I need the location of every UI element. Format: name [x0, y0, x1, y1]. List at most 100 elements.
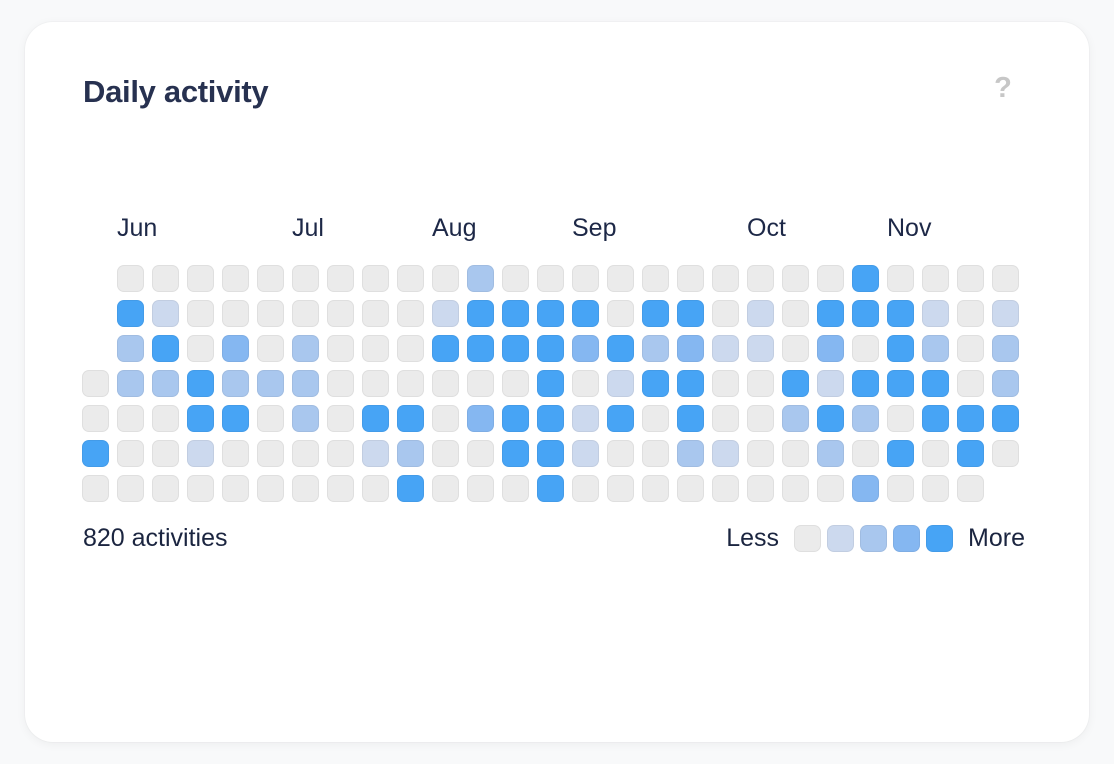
activity-cell[interactable]	[747, 405, 774, 432]
activity-cell[interactable]	[537, 475, 564, 502]
activity-cell[interactable]	[887, 300, 914, 327]
activity-cell[interactable]	[642, 440, 669, 467]
activity-cell[interactable]	[327, 335, 354, 362]
activity-cell[interactable]	[677, 265, 704, 292]
activity-cell[interactable]	[187, 440, 214, 467]
activity-cell[interactable]	[572, 405, 599, 432]
activity-cell[interactable]	[712, 370, 739, 397]
activity-cell[interactable]	[432, 405, 459, 432]
activity-cell[interactable]	[992, 300, 1019, 327]
activity-cell[interactable]	[362, 475, 389, 502]
activity-cell[interactable]	[152, 405, 179, 432]
activity-cell[interactable]	[432, 475, 459, 502]
activity-cell[interactable]	[747, 300, 774, 327]
activity-cell[interactable]	[432, 440, 459, 467]
activity-cell[interactable]	[432, 265, 459, 292]
activity-cell[interactable]	[327, 440, 354, 467]
activity-cell[interactable]	[187, 370, 214, 397]
activity-cell[interactable]	[852, 370, 879, 397]
activity-cell[interactable]	[117, 440, 144, 467]
activity-cell[interactable]	[502, 475, 529, 502]
activity-cell[interactable]	[222, 370, 249, 397]
activity-cell[interactable]	[467, 265, 494, 292]
activity-cell[interactable]	[607, 265, 634, 292]
activity-cell[interactable]	[152, 475, 179, 502]
activity-cell[interactable]	[117, 475, 144, 502]
activity-cell[interactable]	[257, 300, 284, 327]
activity-cell[interactable]	[222, 475, 249, 502]
activity-cell[interactable]	[82, 370, 109, 397]
activity-cell[interactable]	[362, 265, 389, 292]
activity-cell[interactable]	[817, 335, 844, 362]
activity-cell[interactable]	[887, 265, 914, 292]
activity-cell[interactable]	[152, 300, 179, 327]
activity-cell[interactable]	[852, 335, 879, 362]
activity-cell[interactable]	[922, 475, 949, 502]
activity-cell[interactable]	[712, 440, 739, 467]
activity-cell[interactable]	[852, 300, 879, 327]
activity-cell[interactable]	[677, 300, 704, 327]
activity-cell[interactable]	[922, 405, 949, 432]
activity-cell[interactable]	[467, 475, 494, 502]
activity-cell[interactable]	[292, 440, 319, 467]
activity-cell[interactable]	[327, 475, 354, 502]
activity-cell[interactable]	[257, 405, 284, 432]
activity-cell[interactable]	[747, 335, 774, 362]
activity-cell[interactable]	[887, 475, 914, 502]
activity-cell[interactable]	[502, 300, 529, 327]
activity-cell[interactable]	[502, 440, 529, 467]
activity-cell[interactable]	[187, 475, 214, 502]
activity-cell[interactable]	[922, 370, 949, 397]
activity-cell[interactable]	[117, 265, 144, 292]
activity-cell[interactable]	[537, 265, 564, 292]
activity-cell[interactable]	[572, 440, 599, 467]
activity-cell[interactable]	[992, 335, 1019, 362]
activity-cell[interactable]	[817, 370, 844, 397]
activity-cell[interactable]	[957, 265, 984, 292]
activity-cell[interactable]	[922, 300, 949, 327]
activity-cell[interactable]	[817, 440, 844, 467]
activity-cell[interactable]	[292, 300, 319, 327]
activity-cell[interactable]	[642, 370, 669, 397]
activity-cell[interactable]	[537, 300, 564, 327]
activity-cell[interactable]	[922, 440, 949, 467]
activity-cell[interactable]	[362, 405, 389, 432]
activity-cell[interactable]	[992, 370, 1019, 397]
activity-cell[interactable]	[957, 335, 984, 362]
activity-cell[interactable]	[152, 440, 179, 467]
activity-cell[interactable]	[642, 405, 669, 432]
activity-cell[interactable]	[292, 335, 319, 362]
activity-cell[interactable]	[677, 335, 704, 362]
activity-cell[interactable]	[782, 370, 809, 397]
activity-cell[interactable]	[257, 370, 284, 397]
activity-cell[interactable]	[397, 265, 424, 292]
activity-cell[interactable]	[537, 335, 564, 362]
activity-cell[interactable]	[607, 335, 634, 362]
activity-cell[interactable]	[677, 405, 704, 432]
activity-cell[interactable]	[467, 300, 494, 327]
activity-cell[interactable]	[572, 475, 599, 502]
activity-cell[interactable]	[607, 475, 634, 502]
activity-cell[interactable]	[922, 335, 949, 362]
activity-cell[interactable]	[432, 370, 459, 397]
activity-cell[interactable]	[82, 475, 109, 502]
activity-cell[interactable]	[397, 335, 424, 362]
activity-cell[interactable]	[467, 405, 494, 432]
activity-cell[interactable]	[782, 335, 809, 362]
activity-cell[interactable]	[117, 300, 144, 327]
activity-cell[interactable]	[222, 300, 249, 327]
activity-cell[interactable]	[152, 370, 179, 397]
activity-cell[interactable]	[82, 405, 109, 432]
activity-cell[interactable]	[677, 440, 704, 467]
activity-cell[interactable]	[887, 440, 914, 467]
activity-cell[interactable]	[957, 440, 984, 467]
activity-cell[interactable]	[887, 370, 914, 397]
activity-cell[interactable]	[222, 405, 249, 432]
activity-cell[interactable]	[607, 300, 634, 327]
activity-cell[interactable]	[502, 405, 529, 432]
activity-cell[interactable]	[887, 335, 914, 362]
activity-cell[interactable]	[327, 300, 354, 327]
activity-cell[interactable]	[957, 370, 984, 397]
activity-cell[interactable]	[467, 440, 494, 467]
activity-cell[interactable]	[117, 335, 144, 362]
